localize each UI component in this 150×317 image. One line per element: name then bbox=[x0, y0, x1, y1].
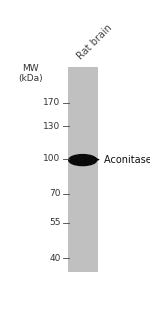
Text: 130: 130 bbox=[43, 122, 61, 131]
Text: 170: 170 bbox=[43, 98, 61, 107]
Ellipse shape bbox=[69, 155, 97, 165]
FancyBboxPatch shape bbox=[68, 67, 98, 272]
Text: 40: 40 bbox=[49, 254, 61, 263]
Text: 55: 55 bbox=[49, 218, 61, 227]
Text: Aconitase 2: Aconitase 2 bbox=[104, 155, 150, 165]
Text: MW
(kDa): MW (kDa) bbox=[18, 64, 43, 83]
Text: Rat brain: Rat brain bbox=[75, 23, 114, 61]
Text: 100: 100 bbox=[43, 154, 61, 163]
Text: 70: 70 bbox=[49, 189, 61, 198]
